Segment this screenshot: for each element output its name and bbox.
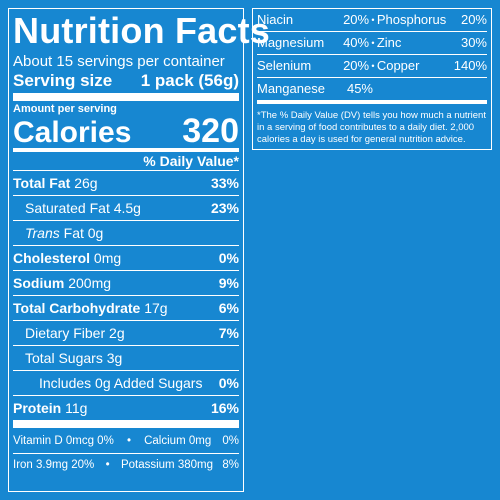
mineral-name: Magnesium xyxy=(257,35,325,50)
vitamin-amount: 380mg xyxy=(177,459,214,471)
vitamin-amount: 0mg xyxy=(188,435,212,447)
mineral-name: Selenium xyxy=(257,58,312,73)
vitamin-name: Vitamin D xyxy=(13,435,63,447)
bullet-separator: • xyxy=(126,435,131,447)
nutrient-dv: 6% xyxy=(218,300,239,316)
vitamin-dv: 0% xyxy=(222,435,239,447)
nutrient-row-protein: Protein 11g 16% xyxy=(13,395,239,420)
mineral-name: Manganese xyxy=(257,81,325,96)
daily-value-footnote: *The % Daily Value (DV) tells you how mu… xyxy=(257,110,486,145)
mineral-dv: 20% xyxy=(460,12,487,27)
bullet-separator: • xyxy=(371,61,375,71)
mineral-dv: 140% xyxy=(453,58,487,73)
nutrient-row-total-fat: Total Fat 26g 33% xyxy=(13,170,239,195)
nutrient-dv: 0% xyxy=(218,375,239,391)
serving-size-value: 1 pack (56g) xyxy=(140,71,239,90)
mineral-name: Zinc xyxy=(376,35,402,50)
bullet-separator: • xyxy=(371,15,375,25)
mineral-dv: 45% xyxy=(346,81,373,96)
nutrient-dv: 23% xyxy=(210,200,239,216)
nutrient-row-cholesterol: Cholesterol 0mg 0% xyxy=(13,245,239,270)
nutrient-name: Includes 0g Added Sugars xyxy=(39,375,203,391)
nutrient-amount: 26g xyxy=(74,175,98,191)
nutrient-name: Protein xyxy=(13,400,62,416)
mineral-row: Selenium 20% • Copper 140% xyxy=(257,55,487,78)
nutrient-amount: 2g xyxy=(109,325,125,341)
nutrient-row-added-sugars: Includes 0g Added Sugars 0% xyxy=(13,370,239,395)
serving-size-label: Serving size xyxy=(13,71,113,90)
nutrient-amount: 200mg xyxy=(68,275,112,291)
nutrient-amount: 17g xyxy=(144,300,168,316)
vitamin-dv: 0% xyxy=(97,435,114,447)
mineral-name: Copper xyxy=(376,58,420,73)
nutrient-dv: 33% xyxy=(210,175,239,191)
nutrient-dv: 7% xyxy=(218,325,239,341)
calories-row: Calories 320 xyxy=(13,112,239,150)
mineral-dv: 20% xyxy=(343,12,370,27)
nutrient-name: Total Sugars xyxy=(25,350,103,366)
vitamin-amount: 3.9mg xyxy=(36,459,68,471)
nutrient-row-trans-fat: Trans Fat 0g xyxy=(13,220,239,245)
nutrient-amount: 11g xyxy=(65,400,88,416)
nutrition-facts-panel: Nutrition Facts About 15 servings per co… xyxy=(8,8,271,492)
mineral-dv: 30% xyxy=(460,35,487,50)
nutrient-name: Saturated Fat xyxy=(25,200,110,216)
thick-divider xyxy=(13,93,239,101)
nutrient-amount: 4.5g xyxy=(113,200,141,216)
nutrient-dv: 16% xyxy=(210,400,239,416)
nutrient-row-total-sugars: Total Sugars 3g xyxy=(13,345,239,370)
nutrient-name: Cholesterol xyxy=(13,250,91,266)
mineral-row: Magnesium 40% • Zinc 30% xyxy=(257,32,487,55)
label-title: Nutrition Facts xyxy=(13,10,271,51)
nutrient-row-total-carbohydrate: Total Carbohydrate 17g 6% xyxy=(13,295,239,320)
nutrient-dv: 0% xyxy=(218,250,239,266)
nutrient-name: Sodium xyxy=(13,275,65,291)
mineral-name: Phosphorus xyxy=(376,12,447,27)
vitamin-dv: 20% xyxy=(71,459,95,471)
amount-per-serving: Amount per serving xyxy=(13,103,117,115)
serving-size-row: Serving size 1 pack (56g) xyxy=(13,71,239,91)
vitamin-row-1: Vitamin D 0mcg 0% • Calcium 0mg 0% xyxy=(13,430,239,453)
bullet-separator: • xyxy=(105,459,110,471)
nutrient-name: Total Carbohydrate xyxy=(13,300,141,316)
daily-value-header: % Daily Value* xyxy=(13,148,239,170)
nutrient-name: Total Fat xyxy=(13,175,71,191)
vitamin-name: Iron xyxy=(13,459,33,471)
nutrient-row-sodium: Sodium 200mg 9% xyxy=(13,270,239,295)
vitamin-name: Potassium xyxy=(120,459,175,471)
nutrient-amount: 3g xyxy=(106,350,123,366)
nutrient-name: Trans xyxy=(25,225,60,241)
mineral-row: Manganese 45% xyxy=(257,78,487,104)
bullet-separator: • xyxy=(371,38,375,48)
nutrient-row-saturated-fat: Saturated Fat 4.5g 23% xyxy=(13,195,239,220)
mineral-dv: 40% xyxy=(343,35,370,50)
thick-divider xyxy=(13,420,239,428)
minerals-panel: Niacin 20% • Phosphorus 20% Magnesium 40… xyxy=(252,8,492,150)
vitamin-amount: 0mcg xyxy=(65,435,94,447)
mineral-name: Niacin xyxy=(257,12,294,27)
vitamin-dv: 8% xyxy=(222,459,239,471)
nutrient-dv: 9% xyxy=(218,275,239,291)
nutrient-amount: 0mg xyxy=(93,250,122,266)
nutrient-name: Dietary Fiber xyxy=(25,325,106,341)
vitamin-name: Calcium xyxy=(144,435,186,447)
mineral-row: Niacin 20% • Phosphorus 20% xyxy=(257,9,487,32)
servings-per-container: About 15 servings per container xyxy=(13,53,225,70)
nutrient-amount: Fat 0g xyxy=(63,225,104,241)
calories-label: Calories xyxy=(13,116,132,149)
mineral-dv: 20% xyxy=(343,58,370,73)
vitamin-row-2: Iron 3.9mg 20% • Potassium 380mg 8% xyxy=(13,453,239,477)
calories-value: 320 xyxy=(182,112,239,150)
nutrient-row-dietary-fiber: Dietary Fiber 2g 7% xyxy=(13,320,239,345)
